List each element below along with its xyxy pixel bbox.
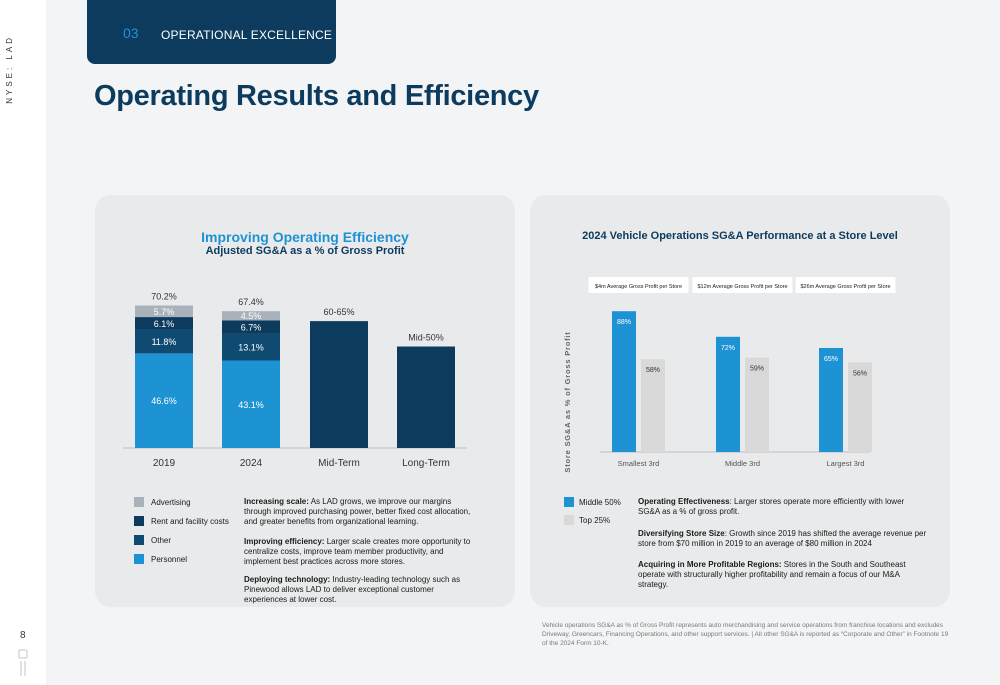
page-title: Operating Results and Efficiency <box>94 80 539 112</box>
efficiency-chart-title: Improving Operating Efficiency <box>201 229 409 245</box>
legend-swatch-personnel <box>134 554 144 564</box>
category-note-box-largest-3rd <box>795 277 896 293</box>
left-sidebar: NYSE: LAD 8 <box>0 0 46 685</box>
legend-label-top-25: Top 25% <box>579 516 611 525</box>
section-number: 03 <box>123 25 139 41</box>
data-label-other-2019: 11.8% <box>152 337 177 347</box>
data-label-advertising-2019: 5.7% <box>154 307 175 317</box>
data-label-rent-and-facility-costs-2024: 6.7% <box>241 323 262 333</box>
total-label-long-term: Mid-50% <box>408 333 444 343</box>
data-label-rent-and-facility-costs-2019: 6.1% <box>154 319 175 329</box>
bar-top-25--middle-3rd <box>745 357 769 452</box>
x-tick-label-2019: 2019 <box>153 458 176 469</box>
x-tick-label-mid-term: Mid-Term <box>318 458 360 469</box>
data-label-top-25--middle-3rd: 59% <box>750 366 764 373</box>
lad-logo-icon <box>18 649 28 676</box>
bar-segment-advertising-2024 <box>222 311 280 321</box>
category-note-smallest-3rd: $4m Average Gross Profit per Store <box>595 284 682 290</box>
data-label-middle-50--smallest-3rd: 88% <box>617 319 631 326</box>
legend-swatch-other <box>134 535 144 545</box>
bar-middle-50--largest-3rd <box>819 348 843 452</box>
paragraph-operating-effectiveness: Operating Effectiveness: Larger stores o… <box>638 497 905 516</box>
total-label-mid-term: 60-65% <box>323 307 354 317</box>
legend-swatch-middle-50 <box>564 497 574 507</box>
data-label-top-25--smallest-3rd: 58% <box>646 367 660 374</box>
bar-segment-other-2024 <box>222 333 280 361</box>
efficiency-stacked-bar-chart: 46.6% 11.8% 6.1% 5.7% 70.2% 2019 43.1% 13.1% 6.7… <box>123 291 467 469</box>
data-label-other-2024: 13.1% <box>238 343 264 353</box>
ticker-label: NYSE: LAD <box>5 35 14 104</box>
data-label-advertising-2024: 4.5% <box>241 311 262 321</box>
legend-label-other: Other <box>151 536 172 545</box>
legend-label-personnel: Personnel <box>151 555 188 564</box>
data-label-middle-50--largest-3rd: 65% <box>824 356 838 363</box>
legend-swatch-rent <box>134 516 144 526</box>
paragraph-diversifying-store-size: Diversifying Store Size: Growth since 20… <box>638 529 927 548</box>
bar-segment-rent-and-facility-costs-2019 <box>135 317 193 330</box>
legend-swatch-top-25 <box>564 515 574 525</box>
bar-segment-personnel-2019 <box>135 353 193 448</box>
page-number: 8 <box>20 630 26 641</box>
category-note-box-smallest-3rd <box>588 277 689 293</box>
section-tab: 03 OPERATIONAL EXCELLENCE <box>87 0 336 64</box>
bar-top-25--largest-3rd <box>848 362 872 452</box>
legend-label-middle-50: Middle 50% <box>579 498 621 507</box>
bar-segment-rent-and-facility-costs-2024 <box>222 320 280 334</box>
data-label-top-25--largest-3rd: 56% <box>853 370 867 377</box>
bar-target-mid-term <box>310 321 368 448</box>
paragraph-acquiring-regions: Acquiring in More Profitable Regions: St… <box>638 560 906 589</box>
x-tick-label-middle-3rd: Middle 3rd <box>725 459 760 468</box>
store-sga-bar-chart: Store SG&A as % of Gross Profit $4m Avera… <box>563 277 896 473</box>
store-chart-title: 2024 Vehicle Operations SG&A Performance… <box>582 230 898 242</box>
bar-middle-50--middle-3rd <box>716 336 740 452</box>
total-label-2024: 67.4% <box>238 297 264 307</box>
x-tick-label-2024: 2024 <box>240 458 263 469</box>
store-performance-panel: 2024 Vehicle Operations SG&A Performance… <box>530 195 950 607</box>
category-note-box-middle-3rd <box>692 277 793 293</box>
paragraph-deploying-technology: Deploying technology: Industry-leading t… <box>244 575 461 604</box>
y-axis-label: Store SG&A as % of Gross Profit <box>563 331 572 472</box>
x-tick-label-long-term: Long-Term <box>402 458 450 469</box>
legend-label-advertising: Advertising <box>151 498 191 507</box>
total-label-2019: 70.2% <box>151 291 177 301</box>
bar-segment-other-2019 <box>135 329 193 354</box>
x-tick-label-largest-3rd: Largest 3rd <box>827 459 865 468</box>
efficiency-chart-subtitle: Adjusted SG&A as a % of Gross Profit <box>205 245 405 257</box>
bar-middle-50--smallest-3rd <box>612 311 636 452</box>
bar-segment-personnel-2024 <box>222 360 280 448</box>
category-note-middle-3rd: $12m Average Gross Profit per Store <box>697 284 787 290</box>
bar-segment-advertising-2019 <box>135 305 193 318</box>
data-label-personnel-2024: 43.1% <box>238 400 264 410</box>
bar-top-25--smallest-3rd <box>641 359 665 452</box>
efficiency-panel: Improving Operating Efficiency Adjusted … <box>95 195 515 607</box>
footnote: Vehicle operations SG&A as % of Gross Pr… <box>542 622 949 647</box>
data-label-middle-50--middle-3rd: 72% <box>721 345 735 352</box>
category-note-largest-3rd: $26m Average Gross Profit per Store <box>800 284 890 290</box>
legend-label-rent: Rent and facility costs <box>151 517 229 526</box>
paragraph-increasing-scale: Increasing scale: As LAD grows, we impro… <box>244 497 471 526</box>
x-tick-label-smallest-3rd: Smallest 3rd <box>618 459 660 468</box>
paragraph-improving-efficiency: Improving efficiency: Larger scale creat… <box>244 537 471 566</box>
bar-target-long-term <box>397 346 455 448</box>
section-label: OPERATIONAL EXCELLENCE <box>161 28 333 42</box>
data-label-personnel-2019: 46.6% <box>151 396 177 406</box>
legend-swatch-advertising <box>134 497 144 507</box>
